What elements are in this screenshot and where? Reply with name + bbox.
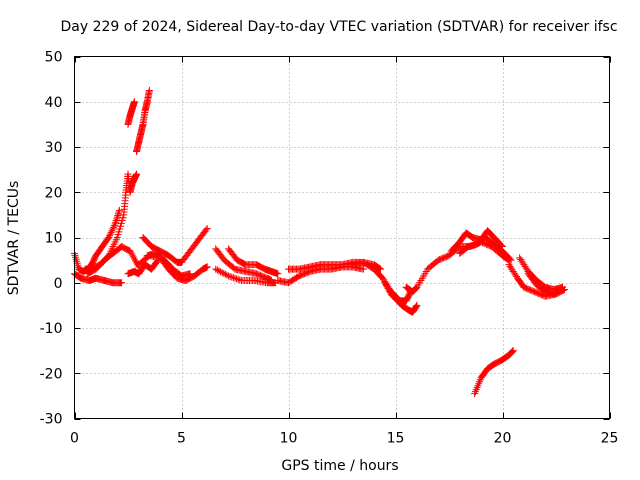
data-point (225, 272, 233, 280)
data-point (228, 273, 236, 281)
y-tick-label: -10 (40, 321, 63, 337)
y-tick-label: 30 (45, 140, 63, 156)
data-point (145, 86, 153, 94)
y-tick-label: 40 (45, 95, 63, 111)
data-point (220, 269, 228, 277)
data-points (71, 86, 569, 398)
data-point (231, 274, 239, 282)
data-point (509, 347, 517, 355)
x-tick-label: 5 (177, 431, 186, 447)
data-point (106, 232, 114, 240)
data-point (186, 270, 194, 278)
data-point (213, 266, 221, 274)
data-point (112, 217, 120, 225)
series-s21 (471, 347, 517, 398)
data-point (113, 213, 121, 221)
series-s12 (225, 245, 282, 278)
x-axis-title: GPS time / hours (281, 458, 398, 474)
series-s4 (83, 243, 143, 278)
series-s5 (124, 98, 138, 128)
series-s20 (456, 234, 515, 264)
data-point (274, 270, 282, 278)
series-s7 (124, 256, 162, 278)
data-point (215, 267, 223, 275)
data-point (557, 284, 565, 292)
y-tick-label: 50 (45, 50, 63, 66)
data-point (217, 268, 225, 276)
x-tick-label: 0 (70, 431, 79, 447)
data-point (377, 265, 385, 273)
x-tick-label: 20 (494, 431, 512, 447)
data-point (130, 98, 138, 106)
series-s13 (212, 265, 280, 287)
axis-ticks: 0 5 10 15 20 25 -30 -20 -10 0 10 20 30 40 50 (40, 50, 619, 447)
data-point (233, 275, 241, 283)
x-tick-label: 15 (387, 431, 405, 447)
data-point (412, 302, 420, 310)
y-tick-label: -20 (40, 366, 63, 382)
series-s17 (381, 279, 421, 316)
data-point (203, 224, 211, 232)
plot-frame (74, 56, 610, 419)
y-tick-label: 0 (54, 276, 63, 292)
data-point (413, 301, 421, 309)
data-point (508, 348, 516, 356)
data-point (202, 226, 210, 234)
data-point (111, 220, 119, 228)
data-point (112, 218, 120, 226)
data-point (108, 227, 116, 235)
y-tick-label: 10 (45, 231, 63, 247)
data-point (212, 265, 220, 273)
series-s1 (71, 270, 126, 287)
data-point (226, 273, 234, 281)
data-point (107, 228, 115, 236)
data-point (234, 275, 242, 283)
data-point (105, 234, 113, 241)
series-s8 (139, 224, 211, 266)
series-s24 (524, 270, 566, 298)
data-point (118, 279, 126, 287)
data-point (133, 170, 141, 178)
series-s16 (349, 258, 414, 305)
x-tick-label: 25 (601, 431, 619, 447)
data-point (229, 274, 237, 282)
data-point (221, 270, 229, 278)
data-point (114, 211, 122, 219)
y-tick-label: -30 (40, 412, 63, 428)
data-point (110, 222, 118, 230)
data-point (508, 348, 516, 356)
data-point (203, 263, 211, 271)
data-point (236, 276, 244, 284)
data-point (558, 283, 566, 291)
data-point (106, 230, 114, 238)
data-point (110, 223, 118, 231)
data-point (411, 285, 419, 293)
data-point (506, 255, 514, 263)
chart-title: Day 229 of 2024, Sidereal Day-to-day VTE… (60, 19, 617, 35)
data-point (113, 215, 121, 223)
x-tick-label: 10 (280, 431, 298, 447)
data-point (218, 269, 226, 277)
series-s19 (447, 227, 506, 255)
data-point (412, 303, 420, 311)
data-point (115, 206, 123, 214)
series-s6 (133, 86, 153, 156)
y-axis-title: SDTVAR / TECUs (6, 181, 22, 296)
data-point (507, 256, 515, 264)
data-point (509, 347, 517, 355)
data-point (114, 210, 122, 218)
grid-lines (74, 56, 610, 419)
data-point (223, 271, 231, 279)
data-point (109, 225, 117, 233)
y-tick-label: 20 (45, 185, 63, 201)
series-s10 (143, 249, 194, 280)
data-point (359, 265, 367, 273)
